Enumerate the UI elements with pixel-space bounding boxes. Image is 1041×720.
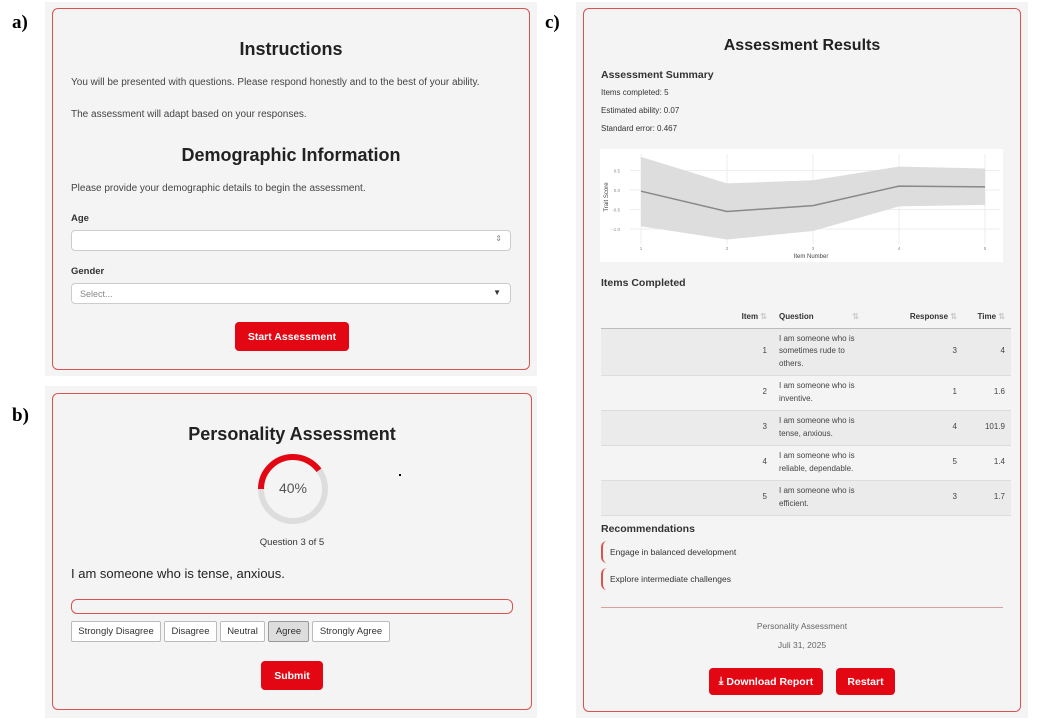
recommendations-title: Recommendations [601,523,695,535]
estimated-ability: Estimated ability: 0.07 [601,106,680,115]
demographic-text: Please provide your demographic details … [71,183,366,194]
instructions-panel: Instructions You will be presented with … [52,8,530,370]
progress-text: 40% [278,480,308,496]
age-input[interactable]: ⇕ [71,230,511,251]
y-axis-label: Trait Score [604,182,610,212]
footer-title: Personality Assessment [756,621,848,631]
cell-question: I am someone who is inventive. [773,375,865,411]
demographic-title: Demographic Information [181,145,401,165]
cell-time: 4 [963,328,1011,376]
trait-score-chart: 0.5 0.0 -0.5 -1.0 1 2 3 4 5 Item Number Trait Scor… [600,149,1003,262]
cell-question: I am someone who is reliable, dependable… [773,445,865,481]
cell-time: 1.7 [963,480,1011,516]
x-tick-label: 3 [812,246,815,251]
question-counter: Question 3 of 5 [259,537,325,548]
y-tick-label: 0.5 [614,169,621,174]
label-a: a) [12,12,28,33]
y-tick-label: 0.0 [614,188,621,193]
x-tick-label: 4 [898,246,901,251]
cell-response: 4 [865,410,963,446]
standard-error: Standard error: 0.467 [601,124,678,133]
confidence-band [641,156,985,240]
col-response[interactable]: Response ⇅ [865,306,963,329]
restart-button[interactable]: Restart [836,668,895,695]
label-c: c) [545,12,560,33]
x-tick-label: 2 [726,246,729,251]
spinner-icon[interactable]: ⇕ [495,234,502,243]
results-title: Assessment Results [723,37,881,54]
gender-label: Gender [71,266,105,277]
cell-item: 2 [601,375,773,411]
trait-score-line [640,185,986,213]
question-text: I am someone who is tense, anxious. [71,566,285,581]
col-question[interactable]: Question ⇅ [773,306,865,329]
items-completed: Items completed: 5 [601,88,669,97]
stray-dot [399,474,401,476]
gender-placeholder: Select... [80,289,113,299]
label-b: b) [12,405,29,426]
cell-item: 5 [601,480,773,516]
cell-question: I am someone who is tense, anxious. [773,410,865,446]
recommendation-item: Explore intermediate challenges [601,568,731,590]
progress-arc [258,454,328,524]
download-report-button[interactable]: ⤓ Download Report [709,668,823,695]
cell-question: I am someone who is efficient. [773,480,865,516]
col-item[interactable]: Item ⇅ [601,306,773,329]
y-tick-label: -1.0 [612,227,620,232]
divider [601,607,1003,608]
instructions-title: Instructions [239,39,343,59]
instructions-text-2: The assessment will adapt based on your … [71,109,307,120]
results-panel: Assessment Results Assessment Summary It… [583,8,1021,712]
cell-question: I am someone who is sometimes rude to ot… [773,328,865,376]
option-neutral[interactable]: Neutral [220,621,265,642]
x-tick-label: 1 [640,246,643,251]
submit-button[interactable]: Submit [261,661,323,690]
cell-item: 4 [601,445,773,481]
caret-down-icon: ▼ [493,288,501,297]
option-strongly-disagree[interactable]: Strongly Disagree [71,621,161,642]
cell-response: 3 [865,480,963,516]
start-assessment-button[interactable]: Start Assessment [235,322,349,351]
gender-select[interactable]: Select... ▼ [71,283,511,304]
x-axis-label: Item Number [794,254,829,260]
assessment-panel [52,393,532,710]
cell-time: 1.4 [963,445,1011,481]
y-tick-label: -0.5 [612,208,620,213]
option-agree[interactable]: Agree [268,621,309,642]
assessment-title: Personality Assessment [188,424,396,444]
cell-item: 3 [601,410,773,446]
age-label: Age [71,213,89,224]
response-bar [71,599,513,614]
cell-response: 1 [865,375,963,411]
cell-response: 5 [865,445,963,481]
footer-date: Juli 31, 2025 [777,640,827,650]
recommendation-item: Engage in balanced development [601,541,736,563]
cell-response: 3 [865,328,963,376]
items-title: Items Completed [601,277,686,289]
col-time[interactable]: Time ⇅ [963,306,1011,329]
download-icon: ⤓ [718,675,724,687]
instructions-text-1: You will be presented with questions. Pl… [71,77,480,88]
progress-ring [258,454,328,524]
cell-item: 1 [601,328,773,376]
option-strongly-agree[interactable]: Strongly Agree [312,621,390,642]
summary-title: Assessment Summary [601,69,714,81]
option-disagree[interactable]: Disagree [164,621,217,642]
cell-time: 101.9 [963,410,1011,446]
cell-time: 1.6 [963,375,1011,411]
x-tick-label: 5 [984,246,987,251]
